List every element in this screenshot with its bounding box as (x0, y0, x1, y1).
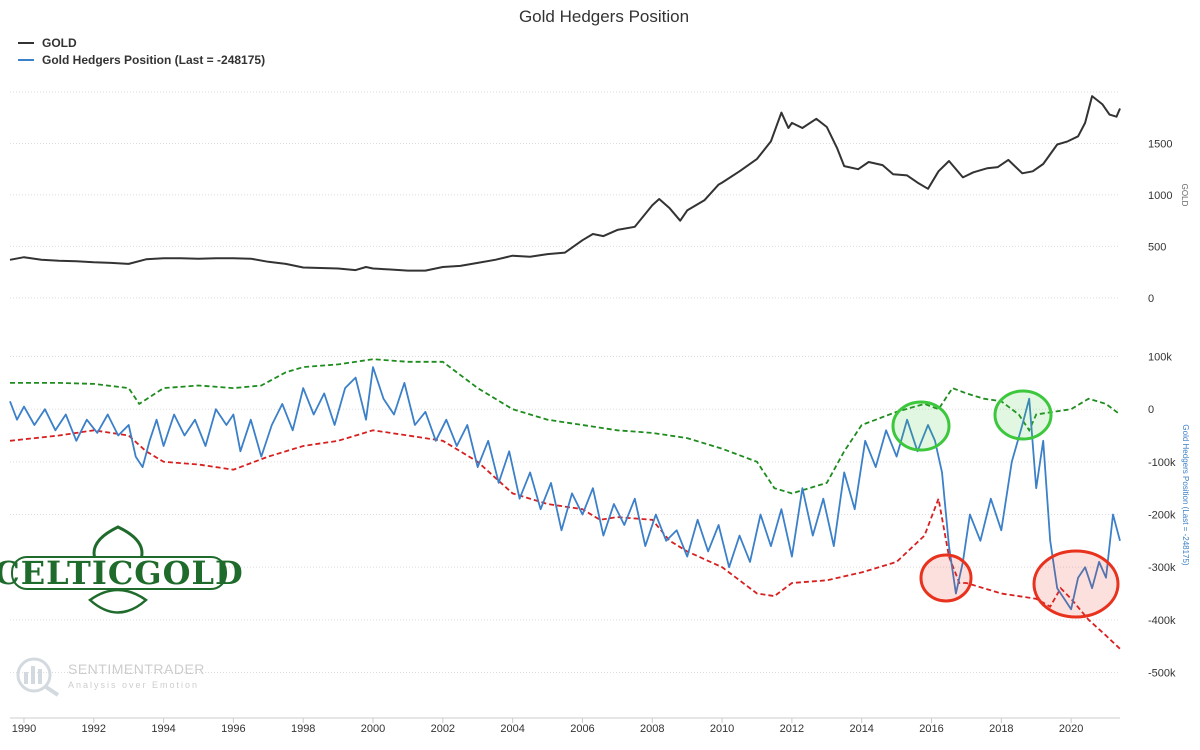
hedgers-y-tick-label: 0 (1148, 404, 1154, 416)
hedgers-y-tick-label: -200k (1148, 510, 1176, 522)
legend: GOLD Gold Hedgers Position (Last = -2481… (18, 36, 265, 67)
watermark-bar-icon (24, 672, 28, 684)
gold-series-line (9, 95, 1121, 272)
hedgers-axis-title: Gold Hedgers Position (Last = -248175) (1181, 424, 1190, 566)
hedgers-series-line (9, 366, 1121, 611)
x-axis: 1990 1992 1994 1996 1998 2000 2002 2004 2006 2008… (12, 718, 1083, 735)
hedgers-y-tick-label: 100k (1148, 352, 1172, 364)
gold-gridlines (10, 91, 1120, 299)
x-tick-label: 1990 (12, 723, 36, 735)
watermark-bar-icon (31, 666, 35, 684)
x-tick-label: 1992 (82, 723, 106, 735)
x-tick-label: 2018 (989, 723, 1013, 735)
x-tick-label: 2020 (1059, 723, 1083, 735)
red-circle-annotation (1032, 549, 1120, 619)
x-tick-label: 2002 (431, 723, 455, 735)
green-circle-annotation (891, 400, 951, 452)
x-tick-label: 1996 (221, 723, 245, 735)
x-tick-label: 2016 (919, 723, 943, 735)
watermark-subtitle: Analysis over Emotion (68, 680, 199, 690)
sentimentrader-watermark: SENTIMENTRADER Analysis over Emotion (16, 657, 205, 697)
watermark-bar-icon (38, 669, 42, 684)
gold-y-axis: 0 500 1000 1500 (1148, 138, 1172, 304)
green-circle-annotation (993, 389, 1053, 441)
hedgers-y-tick-label: -400k (1148, 615, 1176, 627)
watermark-magnifier-icon (16, 657, 52, 693)
x-tick-label: 2006 (570, 723, 594, 735)
x-tick-label: 2008 (640, 723, 664, 735)
logo-text: CELTICGOLD (0, 554, 244, 592)
logo-knot-icon (88, 588, 148, 614)
legend-label-gold[interactable]: GOLD (42, 36, 77, 50)
watermark-title: SENTIMENTRADER (68, 661, 205, 677)
hedgers-gridlines (10, 356, 1120, 673)
x-tick-label: 2012 (780, 723, 804, 735)
gold-y-tick-label: 0 (1148, 293, 1154, 305)
hedgers-y-tick-label: -300k (1148, 562, 1176, 574)
red-circle-annotation (919, 553, 973, 603)
x-tick-label: 2004 (500, 723, 524, 735)
upper-band-line (10, 358, 1121, 495)
annotations (891, 389, 1120, 619)
hedgers-y-tick-label: -100k (1148, 457, 1176, 469)
chart-title: Gold Hedgers Position (519, 7, 689, 26)
x-tick-label: 2010 (710, 723, 734, 735)
gold-y-tick-label: 1500 (1148, 138, 1172, 150)
gold-y-tick-label: 1000 (1148, 190, 1172, 202)
celticgold-logo: CELTICGOLD (0, 525, 244, 614)
x-tick-label: 2000 (361, 723, 385, 735)
gold-axis-title: GOLD (1180, 184, 1189, 207)
x-tick-label: 2014 (849, 723, 873, 735)
lower-band-line (9, 429, 1121, 650)
logo-banner (11, 556, 227, 590)
gold-y-tick-label: 500 (1148, 241, 1166, 253)
x-tick-label: 1998 (291, 723, 315, 735)
hedgers-y-axis: 100k 0 -100k -200k -300k -400k -500k (1148, 352, 1176, 680)
watermark-magnifier-handle (44, 685, 60, 697)
x-tick-label: 1994 (151, 723, 175, 735)
legend-label-hedgers[interactable]: Gold Hedgers Position (Last = -248175) (42, 53, 265, 67)
hedgers-y-tick-label: -500k (1148, 667, 1176, 679)
